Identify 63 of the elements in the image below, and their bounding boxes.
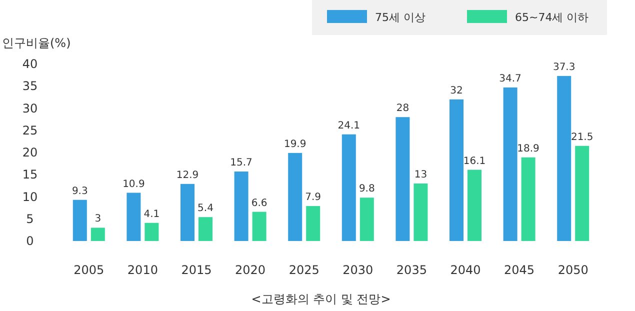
data-label: 7.9 bbox=[305, 192, 322, 204]
y-tick-label: 25 bbox=[22, 123, 38, 138]
x-tick-label: 2040 bbox=[450, 263, 481, 277]
data-label: 10.9 bbox=[122, 178, 145, 190]
y-tick-label: 0 bbox=[26, 234, 34, 248]
bar bbox=[342, 134, 356, 241]
y-tick-label: 30 bbox=[22, 101, 38, 116]
x-tick-label: 2045 bbox=[504, 263, 535, 277]
bar bbox=[234, 172, 248, 241]
data-label: 19.9 bbox=[284, 138, 306, 150]
data-label: 32 bbox=[450, 85, 463, 96]
bar bbox=[72, 200, 87, 241]
bar bbox=[557, 76, 572, 241]
y-tick-label: 20 bbox=[22, 146, 38, 160]
data-label: 21.5 bbox=[570, 132, 594, 143]
data-label: 5.4 bbox=[198, 203, 214, 214]
text: <고령화의 추이 및 전망> bbox=[251, 292, 391, 306]
bar bbox=[521, 157, 536, 241]
data-label: 3 bbox=[94, 214, 102, 225]
y-tick-label: 40 bbox=[22, 57, 38, 71]
y-tick-label: 10 bbox=[22, 190, 38, 204]
data-label: 6.6 bbox=[251, 198, 268, 209]
data-label: 37.3 bbox=[552, 62, 576, 73]
data-label: 4.1 bbox=[144, 208, 160, 220]
x-tick-label: 2015 bbox=[181, 263, 212, 277]
x-tick-label: 2050 bbox=[558, 263, 588, 277]
data-label: 18.9 bbox=[517, 143, 540, 154]
bar bbox=[126, 192, 141, 241]
data-label: 15.7 bbox=[230, 158, 252, 169]
bar bbox=[198, 217, 212, 241]
bar bbox=[306, 206, 320, 241]
bar bbox=[503, 87, 518, 241]
data-label: 34.7 bbox=[499, 73, 522, 84]
bar bbox=[144, 222, 159, 241]
bar bbox=[450, 99, 464, 241]
data-label: 12.9 bbox=[176, 170, 199, 181]
x-tick-label: 2030 bbox=[342, 263, 374, 277]
y-tick-label: 35 bbox=[22, 79, 38, 94]
x-tick-label: 2020 bbox=[235, 263, 266, 277]
bar bbox=[396, 117, 410, 241]
data-label: 16.1 bbox=[463, 156, 486, 167]
bar bbox=[252, 212, 266, 241]
bar bbox=[414, 183, 428, 241]
x-tick-label: 2025 bbox=[288, 263, 320, 277]
legend-label: 65~74세 이하 bbox=[515, 11, 589, 24]
legend-label: 75세 이상 bbox=[375, 11, 426, 24]
x-tick-label: 2005 bbox=[74, 263, 104, 277]
y-tick-label: 5 bbox=[26, 212, 34, 226]
bar bbox=[468, 170, 482, 241]
x-tick-label: 2010 bbox=[127, 263, 158, 277]
data-label: 9.3 bbox=[72, 186, 88, 197]
data-label: 28 bbox=[396, 103, 410, 114]
bar bbox=[575, 146, 590, 241]
bar bbox=[180, 184, 194, 241]
data-label: 13 bbox=[414, 169, 428, 180]
bar bbox=[360, 198, 374, 241]
data-label: 9.8 bbox=[358, 184, 375, 195]
bar bbox=[90, 228, 105, 241]
y-axis-title: 인구비율(%) bbox=[2, 36, 71, 50]
y-tick-label: 15 bbox=[22, 168, 38, 182]
bar bbox=[288, 152, 302, 241]
x-tick-label: 2035 bbox=[396, 263, 427, 277]
data-label: 24.1 bbox=[338, 120, 360, 132]
